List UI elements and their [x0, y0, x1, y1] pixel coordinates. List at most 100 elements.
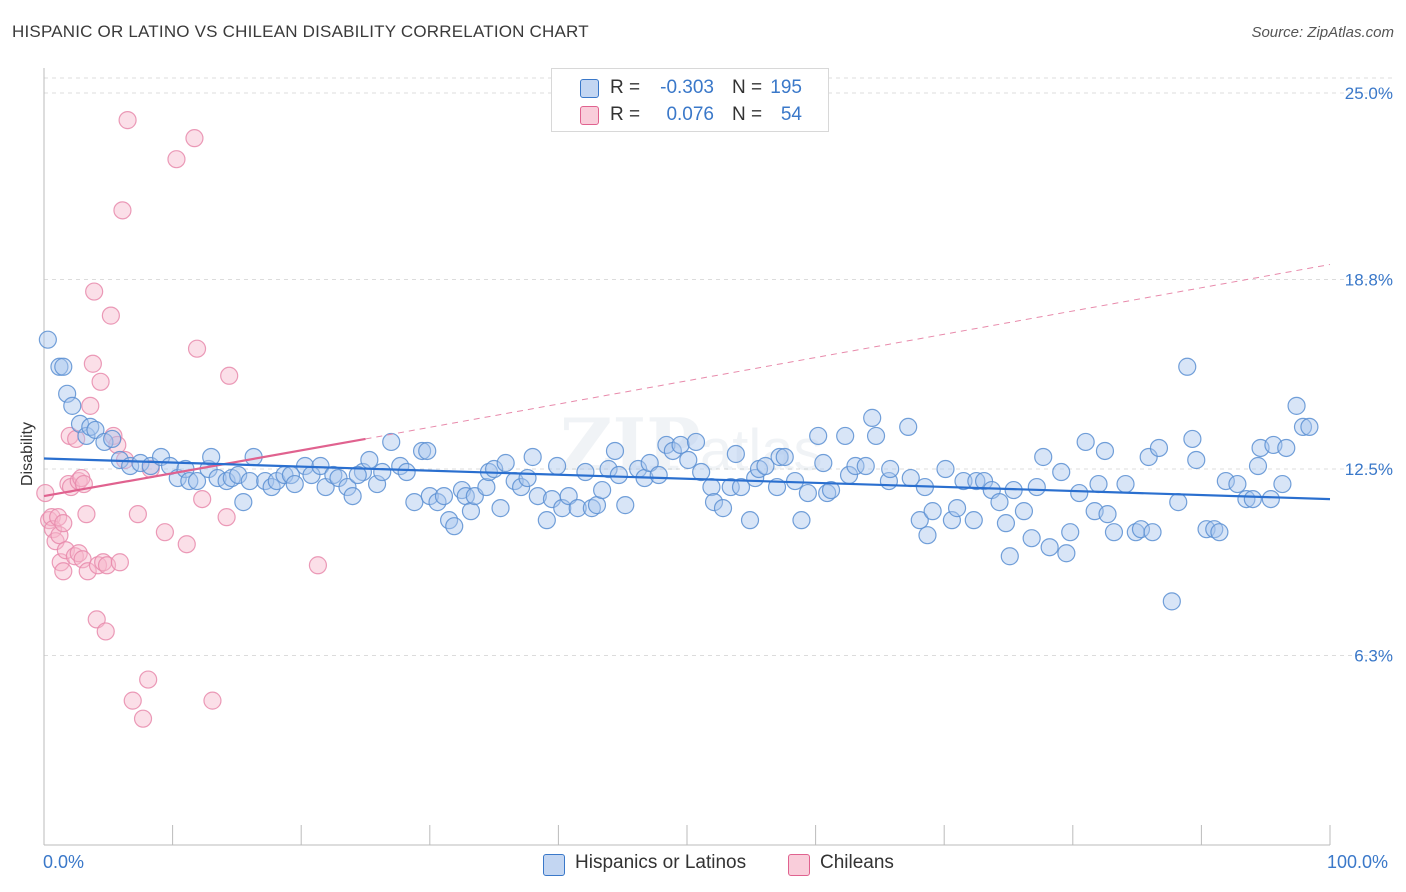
- data-point: [187, 471, 207, 491]
- data-point: [746, 468, 765, 488]
- bottom-legend-swatch-pink: [788, 854, 810, 876]
- data-point: [1139, 447, 1158, 467]
- bottom-legend-swatch-blue: [543, 854, 565, 876]
- legend-r-label: R =: [610, 104, 641, 125]
- bottom-legend-label: Chileans: [820, 852, 894, 873]
- data-point: [91, 372, 110, 391]
- data-point: [477, 477, 496, 497]
- data-point: [1040, 538, 1059, 557]
- data-point: [203, 691, 222, 710]
- data-point: [686, 432, 706, 452]
- data-point: [537, 511, 556, 530]
- y-tick-label: 18.8%: [1345, 271, 1393, 290]
- data-point: [101, 306, 120, 325]
- data-point: [405, 493, 424, 512]
- data-point: [990, 493, 1009, 512]
- data-point: [798, 483, 817, 503]
- data-point: [704, 493, 724, 512]
- data-point: [58, 384, 77, 403]
- data-point: [846, 456, 865, 476]
- data-point: [863, 408, 882, 427]
- chileans-points: [36, 111, 328, 728]
- data-point: [713, 499, 733, 518]
- data-point: [1116, 474, 1135, 494]
- data-point: [809, 426, 828, 446]
- data-point: [996, 514, 1016, 533]
- data-point: [1178, 357, 1197, 376]
- data-point: [1070, 483, 1089, 503]
- data-point: [821, 480, 841, 500]
- data-point: [496, 453, 515, 473]
- data-point: [123, 691, 142, 710]
- data-point: [77, 426, 96, 446]
- data-point: [605, 441, 625, 461]
- hispanics-trend-line: [43, 457, 1331, 501]
- data-point: [1261, 489, 1280, 509]
- data-point: [54, 562, 73, 581]
- data-point: [866, 426, 886, 446]
- data-point: [360, 450, 379, 470]
- data-point: [923, 502, 942, 521]
- data-point: [412, 441, 432, 461]
- data-point: [1104, 523, 1124, 542]
- data-point: [726, 444, 745, 464]
- data-point: [308, 556, 328, 575]
- data-point: [217, 508, 236, 527]
- data-point: [1089, 474, 1108, 494]
- bottom-legend-label: Hispanics or Latinos: [575, 852, 747, 873]
- data-point: [1287, 396, 1306, 415]
- chileans-trend-extension: [365, 263, 1331, 440]
- legend-r-value: 0.076: [666, 104, 714, 125]
- legend-n-label: N =: [732, 104, 763, 125]
- data-point: [967, 471, 986, 491]
- data-point: [576, 462, 595, 482]
- data-point: [679, 450, 698, 470]
- data-point: [918, 526, 937, 545]
- data-point: [702, 477, 721, 497]
- y-tick-label: 25.0%: [1345, 84, 1393, 103]
- data-point: [177, 535, 196, 554]
- data-point: [593, 480, 612, 500]
- legend-swatch-pink: [580, 106, 599, 125]
- data-point: [1052, 462, 1071, 482]
- legend-r-value: -0.303: [660, 77, 714, 98]
- data-point: [518, 468, 537, 488]
- data-point: [1273, 474, 1292, 494]
- data-point: [1027, 477, 1046, 497]
- data-point: [599, 459, 618, 479]
- data-point: [1131, 520, 1151, 539]
- data-point: [83, 354, 102, 373]
- data-point: [187, 339, 207, 358]
- data-point: [775, 447, 794, 467]
- data-point: [193, 489, 212, 509]
- data-point: [640, 453, 659, 473]
- data-point: [397, 462, 416, 482]
- data-point: [609, 465, 628, 485]
- data-point: [1248, 456, 1268, 476]
- data-point: [568, 499, 587, 518]
- legend-n-value: 54: [780, 104, 802, 125]
- data-point: [587, 496, 607, 515]
- data-point: [523, 447, 542, 467]
- data-point: [559, 486, 578, 506]
- legend-row-chileans: R = 0.076 N = 54: [552, 101, 828, 127]
- data-point: [113, 201, 132, 220]
- hispanics-points: [38, 330, 1319, 611]
- data-point: [731, 477, 751, 497]
- data-point: [548, 456, 567, 476]
- data-point: [96, 622, 115, 641]
- data-point: [1095, 441, 1115, 461]
- data-point: [770, 447, 789, 467]
- data-point: [343, 486, 362, 506]
- data-point: [104, 426, 123, 446]
- data-point: [220, 366, 239, 385]
- data-point: [947, 499, 967, 518]
- data-point: [1022, 529, 1041, 548]
- data-point: [528, 486, 547, 506]
- data-point: [649, 465, 668, 485]
- data-point: [81, 396, 100, 415]
- x-tick-max: 100.0%: [1327, 852, 1389, 872]
- data-point: [756, 456, 775, 476]
- data-point: [1000, 547, 1019, 566]
